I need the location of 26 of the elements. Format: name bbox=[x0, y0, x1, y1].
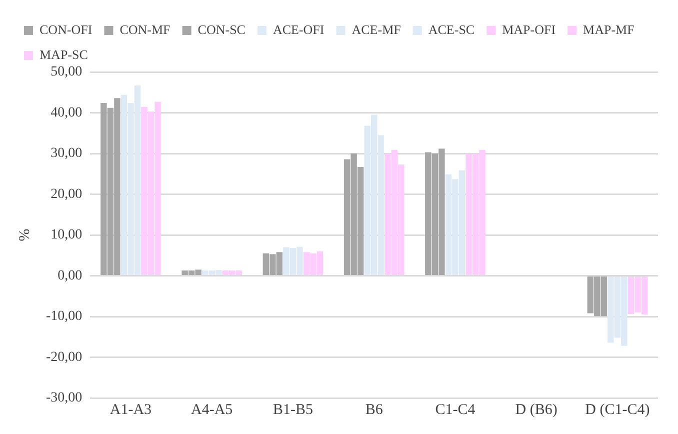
legend-label: CON-SC bbox=[198, 22, 246, 37]
x-tick-label: D (B6) bbox=[515, 402, 558, 418]
legend-label: ACE-MF bbox=[352, 22, 401, 37]
y-axis-title: % bbox=[16, 228, 33, 242]
x-tick-label: B6 bbox=[365, 402, 384, 418]
y-tick-label: -20,00 bbox=[46, 350, 82, 365]
legend-label: CON-MF bbox=[120, 22, 170, 37]
y-tick-label: 50,00 bbox=[50, 64, 82, 80]
legend-label: ACE-SC bbox=[428, 22, 475, 37]
legend-label: MAP-MF bbox=[583, 22, 634, 37]
y-tick-label: -30,00 bbox=[46, 390, 82, 406]
y-tick-label: -10,00 bbox=[46, 309, 82, 324]
y-tick-label: 40,00 bbox=[50, 105, 82, 120]
x-tick-label: D (C1-C4) bbox=[585, 402, 650, 418]
legend-label: CON-OFI bbox=[40, 22, 92, 37]
y-tick-label: 0,00 bbox=[58, 268, 82, 284]
x-tick-label: A1-A3 bbox=[110, 402, 152, 418]
x-tick-label: C1-C4 bbox=[435, 402, 476, 418]
legend-label: MAP-OFI bbox=[502, 22, 556, 37]
y-tick-label: 30,00 bbox=[50, 146, 82, 162]
y-tick-label: 20,00 bbox=[50, 186, 82, 202]
y-tick-label: 10,00 bbox=[50, 228, 82, 243]
x-tick-label: B1-B5 bbox=[272, 402, 313, 418]
legend-label: ACE-OFI bbox=[272, 22, 324, 37]
legend-label: MAP-SC bbox=[40, 46, 88, 62]
x-tick-label: A4-A5 bbox=[191, 402, 233, 418]
